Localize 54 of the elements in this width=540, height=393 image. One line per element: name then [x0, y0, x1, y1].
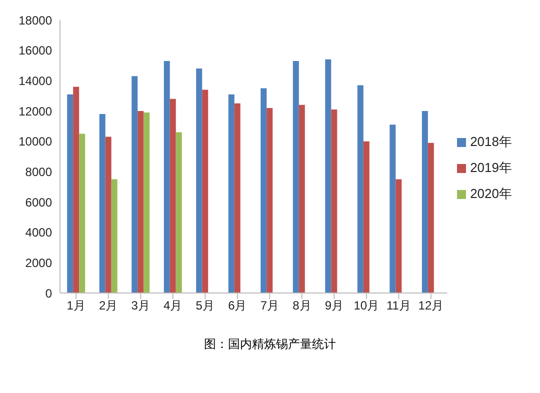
bar — [99, 114, 106, 293]
y-tick-label: 12000 — [18, 104, 52, 118]
legend-label: 2018年 — [470, 134, 512, 149]
bar — [357, 85, 364, 293]
x-tick-label: 7月 — [260, 298, 280, 313]
x-tick-label: 12月 — [418, 298, 444, 313]
bar — [363, 141, 370, 293]
bar — [266, 108, 273, 293]
bar — [396, 179, 402, 293]
y-tick-label: 8000 — [25, 164, 52, 179]
y-tick-label: 14000 — [18, 74, 52, 88]
bar — [132, 76, 138, 293]
bar — [176, 132, 182, 293]
bar — [292, 60, 299, 293]
y-tick-label: 10000 — [18, 134, 52, 149]
bar — [164, 60, 170, 293]
bar — [73, 86, 80, 293]
y-tick-label: 0 — [45, 286, 52, 300]
bar — [144, 112, 150, 293]
bar — [105, 136, 112, 293]
text: 图：国内精炼锡产量统计 — [203, 336, 337, 353]
x-tick-label: 10月 — [354, 298, 380, 313]
bar — [390, 124, 396, 293]
bar — [422, 111, 428, 293]
bar — [111, 179, 118, 293]
x-tick-label: 9月 — [324, 298, 344, 313]
x-tick-label: 5月 — [196, 298, 214, 313]
bar — [298, 104, 305, 293]
x-tick-label: 4月 — [164, 298, 182, 313]
bar — [202, 90, 208, 293]
x-tick-label: 6月 — [228, 298, 247, 313]
y-tick-label: 6000 — [25, 195, 52, 210]
bar — [234, 103, 240, 293]
bar — [260, 88, 267, 293]
y-tick-label: 2000 — [25, 256, 52, 270]
y-tick-label: 16000 — [18, 44, 52, 58]
bar — [428, 142, 434, 293]
bar — [170, 98, 176, 293]
bar — [228, 94, 234, 293]
bar — [331, 109, 338, 293]
x-tick-label: 3月 — [131, 298, 150, 313]
bar — [79, 134, 86, 293]
x-tick-label: 2月 — [99, 298, 118, 313]
legend-label: 2020年 — [470, 186, 512, 201]
x-tick-label: 11月 — [386, 298, 411, 313]
y-tick-label: 18000 — [18, 13, 52, 28]
y-tick-label: 4000 — [25, 226, 52, 240]
bar — [138, 111, 144, 293]
bar — [325, 59, 332, 293]
bar — [67, 94, 74, 293]
x-tick-label: 1月 — [66, 298, 86, 313]
bar — [196, 68, 202, 293]
x-tick-label: 8月 — [292, 298, 312, 313]
legend-label: 2019年 — [470, 160, 512, 175]
